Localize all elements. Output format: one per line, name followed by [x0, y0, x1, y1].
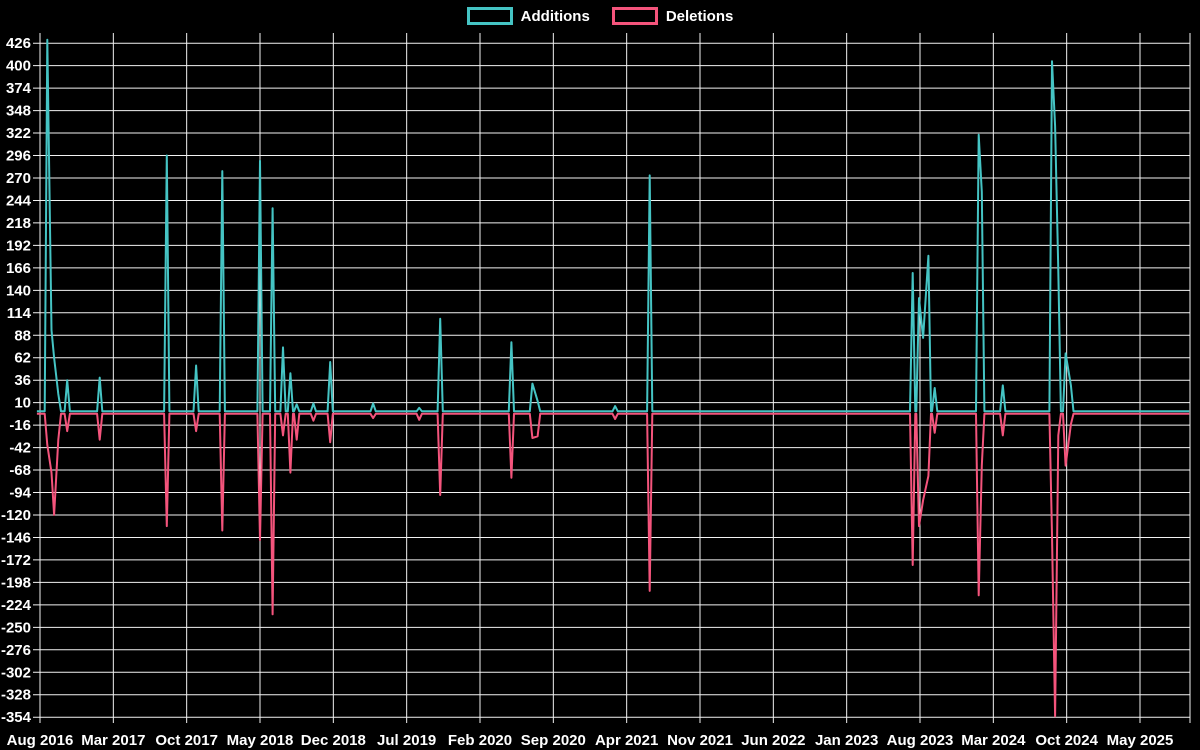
- y-tick-label: -16: [9, 417, 31, 434]
- y-tick-label: 192: [6, 237, 31, 254]
- additions-swatch-icon: [466, 7, 513, 25]
- x-tick-label: Oct 2024: [1035, 732, 1098, 749]
- x-tick-label: Oct 2017: [155, 732, 218, 749]
- x-tick-label: Nov 2021: [667, 732, 733, 749]
- y-tick-label: -120: [1, 507, 31, 524]
- y-tick-label: -328: [1, 687, 31, 704]
- chart-legend: Additions Deletions: [0, 7, 1200, 25]
- y-tick-label: -172: [1, 552, 31, 569]
- y-tick-label: -42: [9, 440, 31, 457]
- x-tick-label: Sep 2020: [521, 732, 586, 749]
- y-tick-label: -68: [9, 462, 31, 479]
- deletions-line: [36, 412, 1190, 718]
- x-tick-label: Dec 2018: [301, 732, 366, 749]
- y-tick-label: -354: [1, 709, 32, 726]
- y-tick-label: 426: [6, 35, 31, 52]
- x-tick-label: Jul 2019: [377, 732, 436, 749]
- y-tick-label: 322: [6, 125, 31, 142]
- y-tick-label: -146: [1, 529, 31, 546]
- y-tick-label: -276: [1, 642, 31, 659]
- x-tick-label: May 2018: [227, 732, 294, 749]
- y-tick-label: 270: [6, 170, 31, 187]
- x-tick-label: Aug 2023: [887, 732, 954, 749]
- legend-item-additions[interactable]: Additions: [466, 7, 590, 25]
- y-tick-label: 36: [14, 372, 31, 389]
- y-tick-label: 400: [6, 58, 31, 75]
- y-tick-label: 348: [6, 103, 31, 120]
- x-tick-label: Jan 2023: [815, 732, 878, 749]
- y-tick-label: 244: [6, 192, 32, 209]
- y-tick-label: 114: [7, 305, 32, 322]
- y-tick-label: 62: [14, 350, 31, 367]
- x-tick-label: Aug 2016: [7, 732, 74, 749]
- y-tick-label: 374: [6, 80, 32, 97]
- additions-legend-label: Additions: [520, 7, 590, 25]
- x-tick-label: May 2025: [1107, 732, 1174, 749]
- y-tick-label: 218: [6, 215, 31, 232]
- y-tick-label: 296: [6, 148, 31, 165]
- additions-line: [36, 38, 1190, 413]
- y-tick-label: 140: [6, 282, 31, 299]
- y-tick-label: -224: [1, 597, 32, 614]
- x-tick-label: Mar 2024: [961, 732, 1026, 749]
- x-tick-label: Apr 2021: [595, 732, 658, 749]
- x-tick-label: Feb 2020: [448, 732, 512, 749]
- y-tick-label: 88: [14, 327, 31, 344]
- legend-item-deletions[interactable]: Deletions: [611, 7, 734, 25]
- y-tick-label: -198: [1, 574, 31, 591]
- x-tick-label: Jun 2022: [741, 732, 805, 749]
- y-tick-label: 10: [14, 395, 31, 412]
- deletions-legend-label: Deletions: [665, 7, 734, 25]
- x-tick-label: Mar 2017: [81, 732, 145, 749]
- deletions-swatch-icon: [611, 7, 658, 25]
- y-tick-label: -302: [1, 664, 31, 681]
- y-tick-label: 166: [6, 260, 31, 277]
- y-tick-label: -94: [9, 485, 31, 502]
- y-tick-label: -250: [1, 619, 31, 636]
